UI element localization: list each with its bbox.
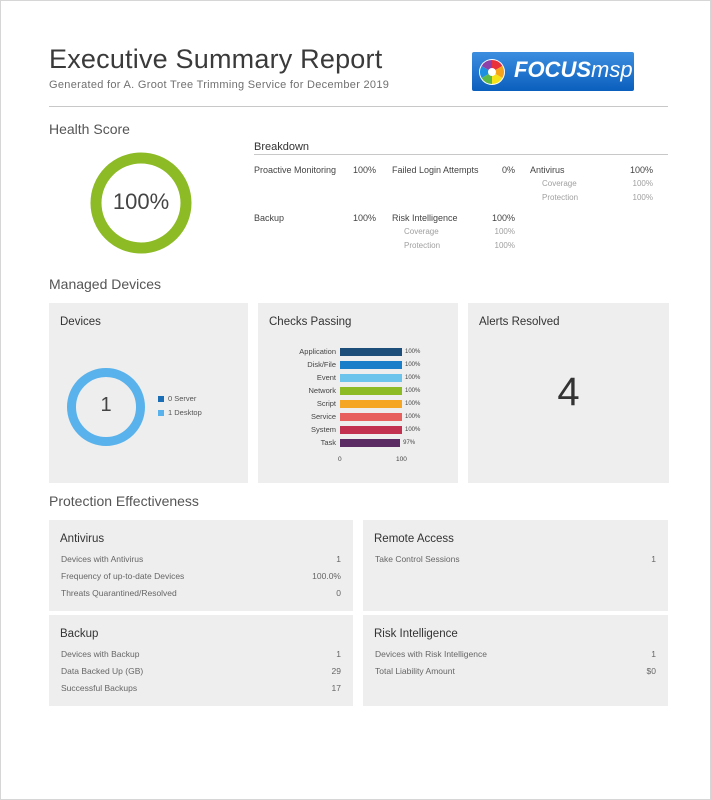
- bk-row-label: Successful Backups: [61, 683, 138, 693]
- focusmsp-logo: FOCUSmsp: [472, 52, 634, 91]
- desktop-swatch: [158, 410, 164, 417]
- check-category-label: Task: [320, 438, 336, 447]
- av-row-value: 1: [336, 554, 341, 564]
- ri-row-value: 1: [651, 649, 656, 659]
- report-title: Executive Summary Report: [49, 44, 383, 74]
- ri-row-label: Total Liability Amount: [375, 666, 455, 676]
- server-swatch: [158, 396, 164, 403]
- bd-backup-label: Backup: [254, 213, 285, 223]
- check-bar: [340, 374, 402, 382]
- bd-backup-value: 100%: [352, 213, 376, 223]
- alerts-card-title: Alerts Resolved: [479, 316, 560, 328]
- ra-row-value: 1: [651, 554, 656, 564]
- check-bar: [340, 413, 402, 421]
- bd-failed-login-label: Failed Login Attempts: [392, 165, 479, 175]
- bd-proactive-label: Proactive Monitoring: [254, 165, 337, 175]
- aperture-icon: [479, 59, 505, 85]
- check-value-label: 100%: [405, 427, 421, 433]
- check-value-label: 100%: [405, 414, 421, 420]
- av-row-value: 100.0%: [312, 571, 341, 581]
- backup-card-title: Backup: [60, 628, 99, 640]
- antivirus-card: Antivirus Devices with Antivirus 1 Frequ…: [49, 520, 353, 611]
- bk-row-label: Data Backed Up (GB): [61, 666, 144, 676]
- check-value-label: 100%: [405, 349, 421, 355]
- bk-row-value: 29: [331, 666, 341, 676]
- ri-row-label: Devices with Risk Intelligence: [375, 649, 487, 659]
- check-category-label: System: [310, 425, 336, 434]
- check-value-label: 100%: [405, 401, 421, 407]
- bd-antivirus-coverage-value: 100%: [632, 179, 653, 188]
- remote-access-card-title: Remote Access: [374, 533, 454, 545]
- bd-risk-coverage-label: Coverage: [404, 227, 439, 236]
- devices-ring: [67, 368, 145, 446]
- legend-server: 0 Server: [158, 394, 196, 403]
- bd-risk-value: 100%: [491, 213, 515, 223]
- av-row-value: 0: [336, 588, 341, 598]
- check-value-label: 100%: [405, 388, 421, 394]
- check-value-label: 100%: [405, 375, 421, 381]
- check-category-label: Script: [316, 399, 336, 408]
- checks-card-title: Checks Passing: [269, 316, 352, 328]
- bd-antivirus-coverage-label: Coverage: [542, 179, 577, 188]
- legend-desktop: 1 Desktop: [158, 408, 202, 417]
- breakdown-heading: Breakdown: [254, 141, 310, 153]
- risk-intelligence-card-title: Risk Intelligence: [374, 628, 458, 640]
- bd-antivirus-label: Antivirus: [530, 165, 565, 175]
- check-bar: [340, 361, 402, 369]
- remote-access-card: Remote Access Take Control Sessions 1: [363, 520, 668, 611]
- av-row-label: Threats Quarantined/Resolved: [61, 588, 177, 598]
- devices-total: 1: [100, 394, 112, 416]
- backup-card: Backup Devices with Backup 1 Data Backed…: [49, 615, 353, 706]
- bk-row-value: 17: [331, 683, 341, 693]
- check-bar: [340, 426, 402, 434]
- bd-risk-protection-value: 100%: [494, 241, 515, 250]
- logo-text: FOCUSmsp: [514, 57, 633, 82]
- ra-row-label: Take Control Sessions: [375, 554, 460, 564]
- health-score-heading: Health Score: [49, 121, 130, 137]
- bd-proactive-value: 100%: [352, 165, 376, 175]
- bd-risk-label: Risk Intelligence: [392, 213, 458, 223]
- check-category-label: Application: [299, 347, 336, 356]
- check-bar: [340, 348, 402, 356]
- devices-card-title: Devices: [60, 316, 101, 328]
- devices-card: Devices 1 0 Server 1 Desktop: [49, 303, 248, 483]
- check-category-label: Service: [310, 412, 336, 421]
- bd-risk-protection-label: Protection: [404, 241, 441, 250]
- report-subtitle: Generated for A. Groot Tree Trimming Ser…: [49, 79, 390, 91]
- managed-devices-heading: Managed Devices: [49, 276, 162, 292]
- av-row-label: Frequency of up-to-date Devices: [61, 571, 185, 581]
- x-axis-tick: 100: [396, 456, 407, 463]
- bd-antivirus-protection-value: 100%: [632, 193, 653, 202]
- risk-intelligence-card: Risk Intelligence Devices with Risk Inte…: [363, 615, 668, 706]
- av-row-label: Devices with Antivirus: [61, 554, 144, 564]
- check-category-label: Event: [316, 373, 336, 382]
- bd-failed-login-value: 0%: [501, 165, 515, 175]
- check-value-label: 97%: [403, 440, 416, 446]
- protection-heading: Protection Effectiveness: [49, 493, 199, 509]
- antivirus-card-title: Antivirus: [60, 533, 105, 545]
- ri-row-value: $0: [646, 666, 656, 676]
- health-score-ring: [90, 152, 192, 254]
- bd-antivirus-value: 100%: [629, 165, 653, 175]
- bd-antivirus-protection-label: Protection: [542, 193, 579, 202]
- check-value-label: 100%: [405, 362, 421, 368]
- x-axis-tick: 0: [338, 456, 342, 463]
- alerts-card: Alerts Resolved: [468, 303, 669, 483]
- bk-row-label: Devices with Backup: [61, 649, 140, 659]
- check-category-label: Disk/File: [307, 360, 336, 369]
- checks-card: Checks Passing Application 100% Disk/File 1…: [258, 303, 458, 483]
- health-score-value: 100%: [112, 189, 170, 214]
- alerts-resolved-value: 4: [557, 370, 580, 414]
- check-category-label: Network: [308, 386, 336, 395]
- check-bar: [340, 400, 402, 408]
- bd-risk-coverage-value: 100%: [494, 227, 515, 236]
- bk-row-value: 1: [336, 649, 341, 659]
- header-divider: [49, 106, 668, 107]
- check-bar: [340, 439, 401, 447]
- check-bar: [340, 387, 402, 395]
- breakdown-divider: [254, 154, 668, 155]
